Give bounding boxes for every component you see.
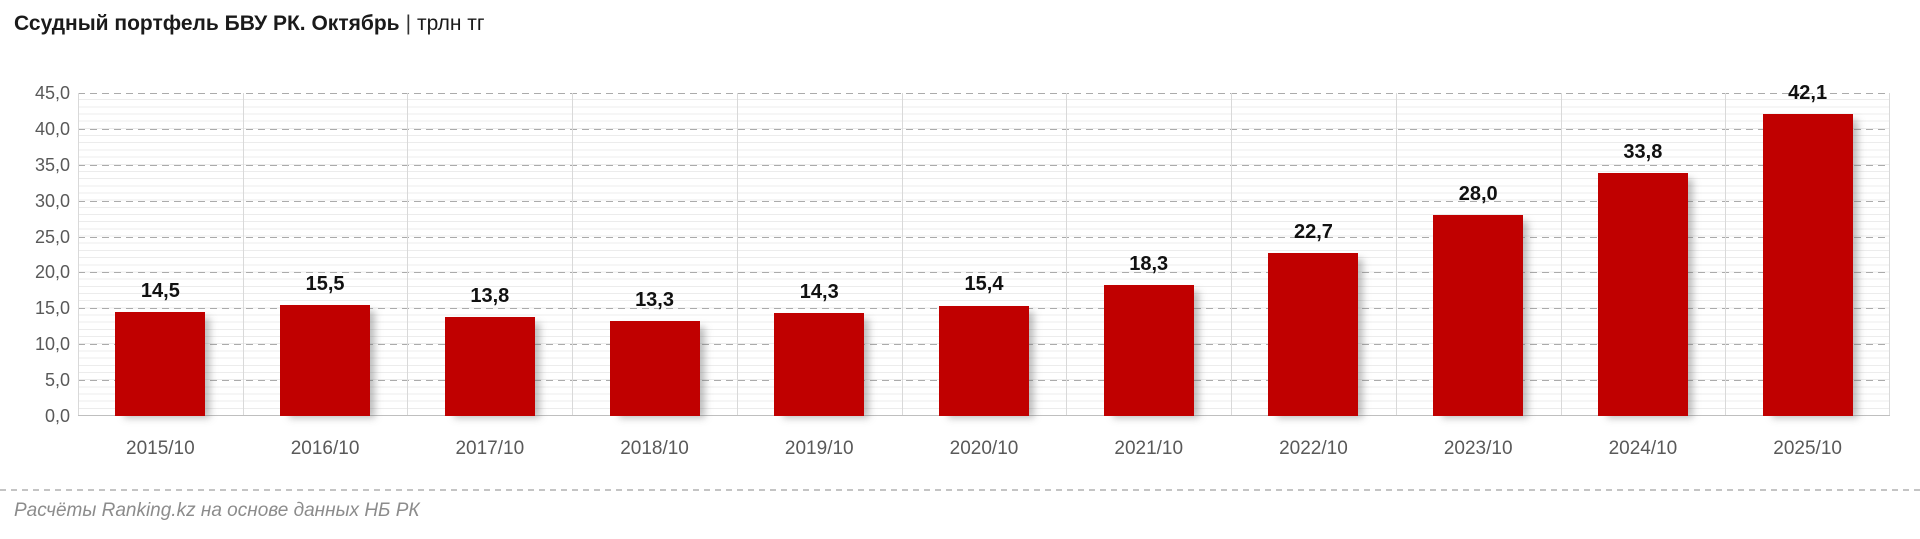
source-note: Расчёты Ranking.kz на основе данных НБ Р…: [14, 500, 420, 521]
y-tick-label: 5,0: [44, 370, 70, 391]
category-separator-line: [1066, 93, 1067, 416]
major-gridline: [78, 200, 1890, 203]
bar-value-label: 15,5: [305, 272, 345, 295]
bar-value-label: 42,1: [1788, 81, 1828, 104]
chart-column: 14,5: [78, 93, 243, 416]
y-axis: 0,0 5,0 10,0 15,0 20,0 25,0 30,0 35,0 40,0 45,0: [0, 0, 70, 480]
major-gridline: [78, 272, 1890, 275]
chart-column: 13,3: [572, 93, 737, 416]
bar: [1433, 215, 1524, 416]
category-separator-line: [737, 93, 738, 416]
bar: [609, 320, 700, 416]
chart-title-text: Ссудный портфель БВУ РК. Октябрь: [14, 12, 400, 35]
category-separator-line: [407, 93, 408, 416]
major-gridline: [78, 93, 1890, 95]
bar-value-label: 14,5: [140, 279, 180, 302]
chart-column: 33,8: [1561, 93, 1726, 416]
category-separator-line: [1231, 93, 1232, 416]
chart-column: 42,1: [1725, 82, 1890, 416]
category-separator-line: [1396, 93, 1397, 416]
y-tick-label: 35,0: [34, 154, 70, 175]
chart-column: 14,3: [737, 93, 902, 416]
x-tick-label: 2017/10: [455, 438, 525, 459]
page-title: Ссудный портфель БВУ РК. Октябрь | трлн тг: [14, 12, 485, 36]
x-tick-label: 2024/10: [1608, 438, 1678, 459]
bar-chart: 0,0 5,0 10,0 15,0 20,0 25,0 30,0 35,0 40,0 45,0 1…: [0, 0, 1890, 480]
y-tick-label: 30,0: [34, 190, 70, 211]
bar: [280, 304, 371, 416]
bar: [774, 313, 865, 416]
y-tick-label: 40,0: [34, 118, 70, 139]
bar: [1597, 173, 1688, 416]
y-tick-label: 25,0: [34, 226, 70, 247]
bar: [1103, 284, 1194, 416]
chart-column: 28,0: [1396, 93, 1561, 416]
x-tick-label: 2016/10: [290, 438, 360, 459]
footer-divider: [0, 489, 1920, 491]
category-separator-line: [1561, 93, 1562, 416]
bar-value-label: 22,7: [1293, 221, 1333, 244]
bar-value-label: 18,3: [1129, 252, 1169, 275]
category-separator-line: [902, 93, 903, 416]
bar-value-label: 13,8: [470, 284, 510, 307]
chart-unit-label: трлн тг: [417, 12, 485, 35]
bar-value-label: 15,4: [964, 273, 1004, 296]
x-tick-label: 2021/10: [1114, 438, 1184, 459]
x-tick-label: 2023/10: [1443, 438, 1513, 459]
chart-column: 15,5: [243, 93, 408, 416]
major-gridline: [78, 128, 1890, 131]
y-tick-label: 0,0: [44, 406, 70, 426]
x-tick-label: 2022/10: [1279, 438, 1348, 459]
plot-area: 14,5 15,5 13,8 13,3 14,3 15,4 18,3 22,7 28,0 33,8…: [78, 82, 1890, 416]
x-tick-label: 2019/10: [784, 438, 854, 459]
y-tick-label: 20,0: [34, 262, 70, 283]
major-gridline: [78, 236, 1890, 239]
chart-column: 22,7: [1231, 93, 1396, 416]
major-gridline: [78, 164, 1890, 167]
bar: [1268, 253, 1359, 416]
bar: [938, 305, 1029, 416]
bar-value-label: 14,3: [799, 281, 839, 304]
category-separator-line: [78, 93, 79, 416]
category-separator-line: [1889, 93, 1890, 416]
category-separator-line: [572, 93, 573, 416]
chart-column: 13,8: [407, 93, 572, 416]
bar-value-label: 33,8: [1623, 141, 1663, 164]
category-separator-line: [1725, 93, 1726, 416]
bar: [1762, 113, 1853, 416]
title-separator: |: [405, 12, 412, 35]
x-tick-label: 2018/10: [620, 438, 689, 459]
y-tick-label: 10,0: [34, 334, 70, 355]
bar-value-label: 28,0: [1458, 183, 1498, 206]
y-tick-label: 45,0: [34, 83, 70, 103]
bar-value-label: 13,3: [635, 288, 674, 311]
bar: [115, 311, 206, 416]
chart-column: 18,3: [1066, 93, 1231, 416]
x-tick-label: 2020/10: [949, 438, 1019, 459]
bar: [444, 316, 535, 416]
chart-column: 15,4: [902, 93, 1067, 416]
category-separator-line: [243, 93, 244, 416]
x-tick-label: 2025/10: [1773, 438, 1842, 459]
y-tick-label: 15,0: [34, 298, 70, 319]
x-tick-label: 2015/10: [126, 438, 195, 459]
